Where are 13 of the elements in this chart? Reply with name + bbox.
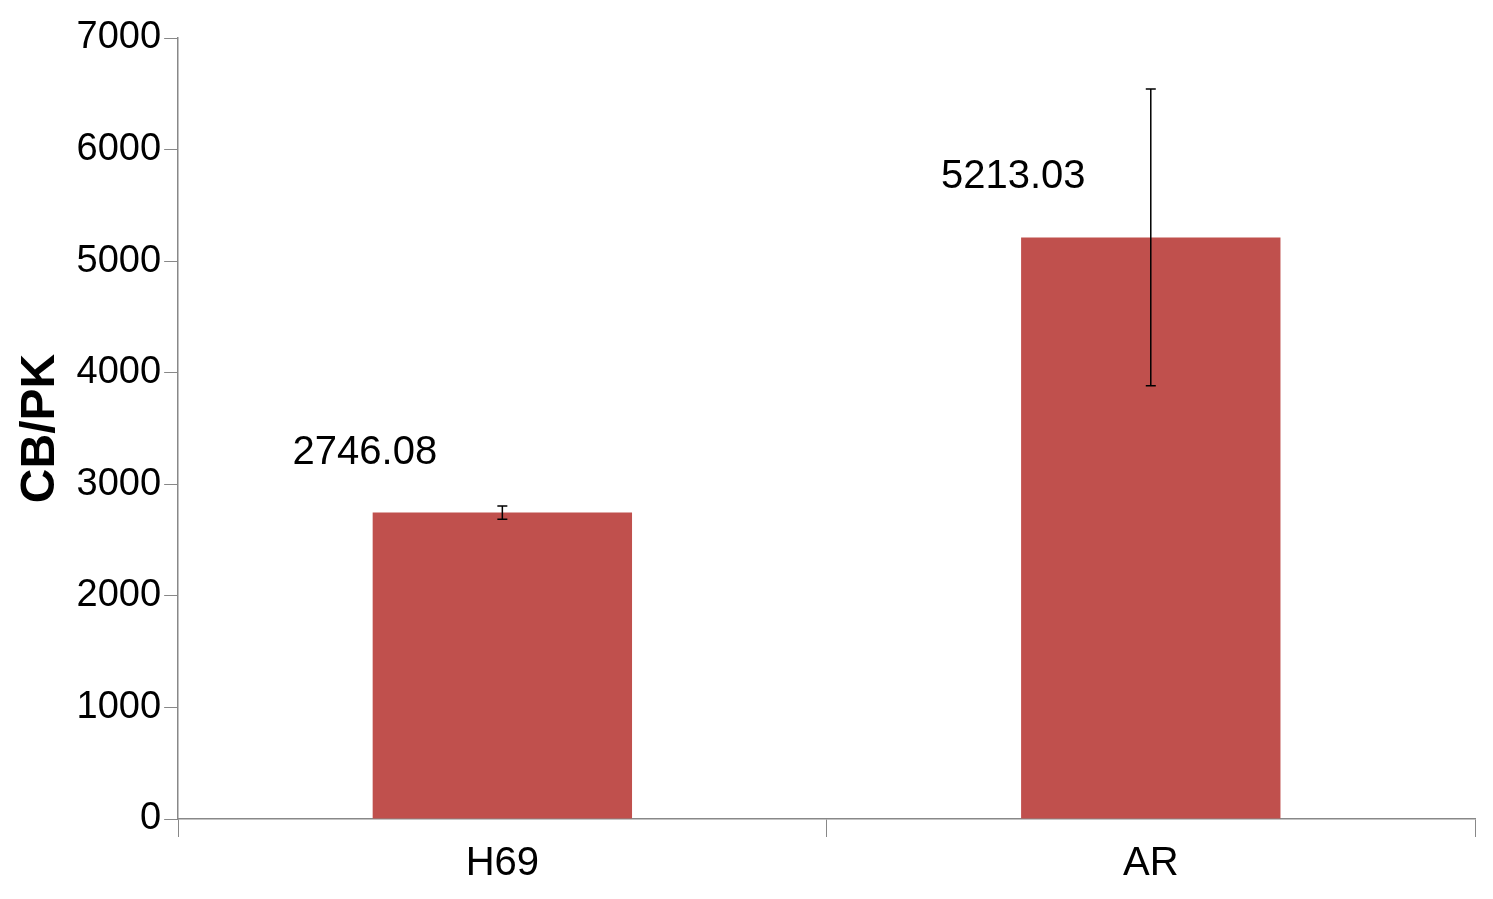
y-tick-label: 3000: [76, 460, 162, 503]
y-tick-label: 0: [139, 795, 162, 838]
y-tick-label: 7000: [76, 14, 162, 57]
data-label: 5213.03: [941, 152, 1086, 197]
y-tick-label: 1000: [76, 683, 162, 726]
y-tick-label: 2000: [76, 572, 162, 615]
y-axis-title: CB/PK: [11, 353, 65, 504]
x-tick-label: H69: [465, 839, 540, 884]
data-label: 2746.08: [292, 427, 438, 472]
x-tick-label: AR: [1122, 839, 1179, 884]
y-tick-label: 6000: [76, 126, 162, 169]
y-tick-label: 5000: [76, 237, 162, 280]
y-tick-label: 4000: [76, 349, 162, 392]
